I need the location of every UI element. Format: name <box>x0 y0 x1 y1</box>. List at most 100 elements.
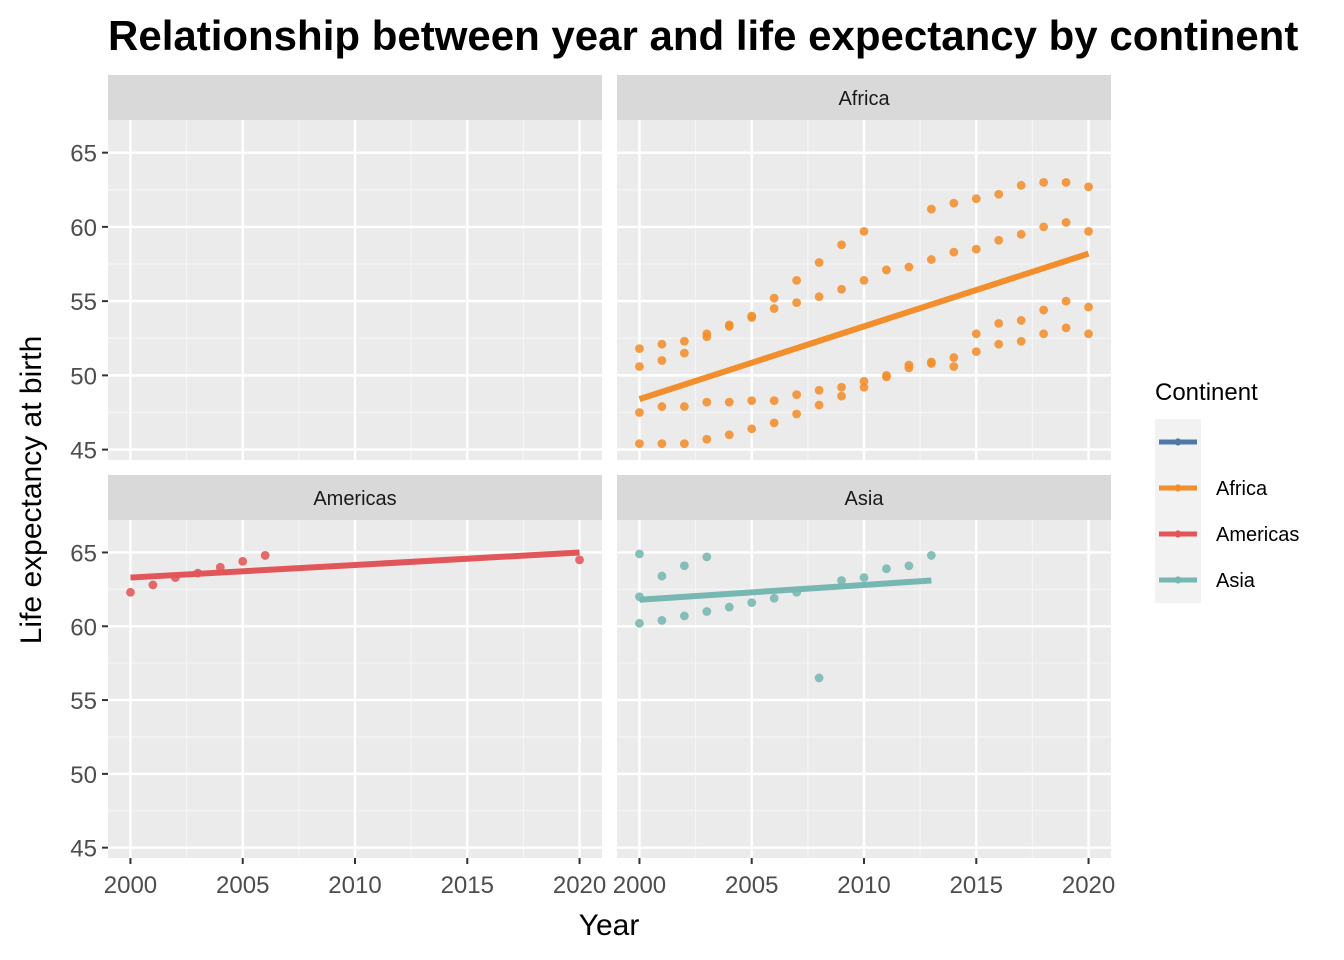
data-point-africa <box>859 226 869 236</box>
strip-americas <box>108 475 602 520</box>
data-point-africa <box>904 360 914 370</box>
data-point-asia <box>657 571 667 581</box>
data-point-africa <box>949 247 959 257</box>
data-point-africa <box>657 402 667 411</box>
x-tick-label: 2015 <box>441 872 494 899</box>
data-point-africa <box>994 235 1004 245</box>
data-point-africa <box>837 284 846 294</box>
data-point-africa <box>926 204 936 214</box>
data-point-africa <box>657 356 667 365</box>
x-tick-label: 2000 <box>613 872 666 899</box>
data-point-africa <box>769 396 779 406</box>
data-point-africa <box>1084 302 1093 312</box>
data-point-asia <box>635 618 644 628</box>
legend-label-asia: Asia <box>1216 570 1256 592</box>
panel-blank: 45 50 55 60 65 <box>70 75 602 465</box>
data-point-africa <box>814 385 824 395</box>
data-point-africa <box>679 402 689 411</box>
data-point-africa <box>882 370 891 380</box>
data-point-americas <box>126 587 135 597</box>
legend-label-americas: Americas <box>1216 524 1299 546</box>
data-point-africa <box>926 255 936 264</box>
data-point-asia <box>657 615 667 625</box>
y-tick-label: 45 <box>70 836 97 863</box>
y-tick-label: 60 <box>70 614 97 641</box>
y-tick-label: 65 <box>70 141 97 168</box>
data-point-africa <box>1061 177 1071 187</box>
data-point-africa <box>657 339 667 349</box>
data-point-africa <box>994 319 1004 328</box>
x-tick-label: 2005 <box>216 872 269 899</box>
y-axis-title: Life expectancy at birth <box>15 336 48 645</box>
legend-label-africa: Africa <box>1216 478 1268 500</box>
data-point-asia <box>769 593 779 603</box>
data-point-africa <box>657 439 667 449</box>
strip-africa <box>617 75 1111 120</box>
data-point-africa <box>859 275 869 285</box>
trend-line-americas <box>130 549 580 581</box>
data-point-africa <box>635 344 644 354</box>
y-tick-label: 50 <box>70 363 97 390</box>
data-point-africa <box>1039 177 1049 187</box>
data-point-asia <box>679 561 689 571</box>
data-point-africa <box>926 357 936 367</box>
data-point-africa <box>837 240 846 250</box>
y-tick-label: 45 <box>70 438 97 465</box>
data-point-africa <box>971 244 981 254</box>
data-point-africa <box>679 439 689 449</box>
data-point-africa <box>702 434 712 444</box>
y-tick-label: 60 <box>70 215 97 242</box>
y-tick-label: 65 <box>70 540 97 567</box>
data-point-asia <box>859 573 869 582</box>
data-point-asia <box>882 564 891 574</box>
chart-title: Relationship between year and life expec… <box>108 12 1298 59</box>
data-point-africa <box>814 400 824 410</box>
legend-key-point-americas <box>1174 530 1182 538</box>
data-point-africa <box>792 298 802 308</box>
data-point-africa <box>1061 218 1071 227</box>
strip-asia <box>617 475 1111 520</box>
data-point-africa <box>837 382 846 392</box>
data-point-africa <box>1016 336 1026 346</box>
y-tick-label: 55 <box>70 289 97 316</box>
data-point-americas <box>148 580 158 590</box>
data-point-africa <box>994 339 1004 349</box>
data-point-asia <box>747 598 757 608</box>
x-tick-label: 2010 <box>837 872 890 899</box>
data-point-africa <box>1084 226 1093 236</box>
data-point-africa <box>1039 329 1049 339</box>
data-point-africa <box>994 189 1004 199</box>
data-point-asia <box>724 602 734 612</box>
data-point-africa <box>747 311 757 321</box>
legend: Continent Africa Americas Asia <box>1155 379 1299 603</box>
data-point-africa <box>949 198 959 208</box>
data-point-africa <box>747 424 757 434</box>
trend-line-africa <box>638 250 1090 402</box>
data-point-africa <box>904 262 914 272</box>
data-point-asia <box>635 549 644 559</box>
data-point-africa <box>1016 180 1026 190</box>
strip-label-americas: Americas <box>313 488 396 510</box>
data-point-africa <box>949 353 959 362</box>
data-point-africa <box>747 396 757 406</box>
data-point-africa <box>1039 305 1049 315</box>
data-point-africa <box>971 194 981 204</box>
strip-label-asia: Asia <box>845 488 885 510</box>
data-point-asia <box>837 576 846 585</box>
data-point-africa <box>859 376 869 386</box>
data-point-africa <box>724 430 734 440</box>
data-point-africa <box>1016 316 1026 325</box>
data-point-africa <box>702 397 712 407</box>
legend-title: Continent <box>1155 379 1258 406</box>
data-point-asia <box>702 607 712 616</box>
data-point-africa <box>724 320 734 330</box>
data-point-asia <box>679 611 689 621</box>
data-point-africa <box>679 336 689 346</box>
data-point-africa <box>1061 296 1071 306</box>
legend-key-point-asia <box>1174 576 1182 584</box>
data-point-africa <box>837 391 846 401</box>
data-point-americas <box>575 555 584 565</box>
facet-panels: 45 50 55 60 65 Africa Americas 45 50 55 60 65 2000 20… <box>70 75 1115 899</box>
x-tick-label: 2000 <box>104 872 157 899</box>
